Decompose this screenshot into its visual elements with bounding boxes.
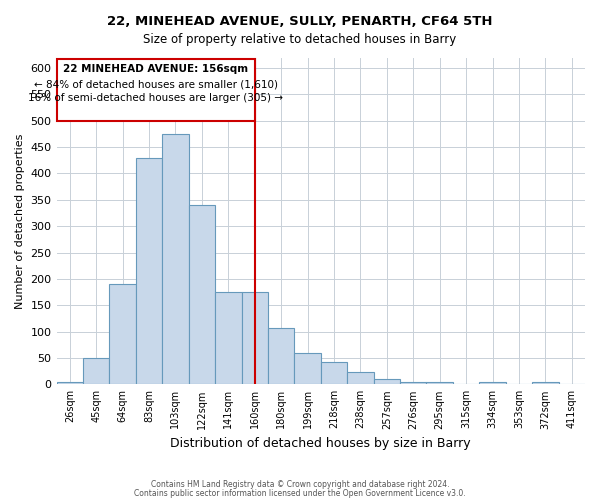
Bar [56, 382, 83, 384]
Bar [136, 158, 162, 384]
Bar [83, 358, 109, 384]
Text: ← 84% of detached houses are smaller (1,610): ← 84% of detached houses are smaller (1,… [34, 80, 278, 90]
Bar [268, 328, 295, 384]
Bar [374, 378, 400, 384]
Text: Size of property relative to detached houses in Barry: Size of property relative to detached ho… [143, 32, 457, 46]
Bar [479, 382, 506, 384]
Bar [162, 134, 188, 384]
Bar [242, 292, 268, 384]
Bar [427, 382, 453, 384]
Text: Contains public sector information licensed under the Open Government Licence v3: Contains public sector information licen… [134, 488, 466, 498]
Y-axis label: Number of detached properties: Number of detached properties [15, 133, 25, 308]
Bar [109, 284, 136, 384]
Bar [532, 382, 559, 384]
Bar [321, 362, 347, 384]
Bar [295, 352, 321, 384]
Text: 16% of semi-detached houses are larger (305) →: 16% of semi-detached houses are larger (… [28, 93, 283, 103]
Bar [188, 205, 215, 384]
FancyBboxPatch shape [56, 58, 255, 121]
Bar [400, 382, 427, 384]
Bar [215, 292, 242, 384]
Text: Contains HM Land Registry data © Crown copyright and database right 2024.: Contains HM Land Registry data © Crown c… [151, 480, 449, 489]
Text: 22, MINEHEAD AVENUE, SULLY, PENARTH, CF64 5TH: 22, MINEHEAD AVENUE, SULLY, PENARTH, CF6… [107, 15, 493, 28]
Bar [347, 372, 374, 384]
Text: 22 MINEHEAD AVENUE: 156sqm: 22 MINEHEAD AVENUE: 156sqm [63, 64, 248, 74]
X-axis label: Distribution of detached houses by size in Barry: Distribution of detached houses by size … [170, 437, 471, 450]
